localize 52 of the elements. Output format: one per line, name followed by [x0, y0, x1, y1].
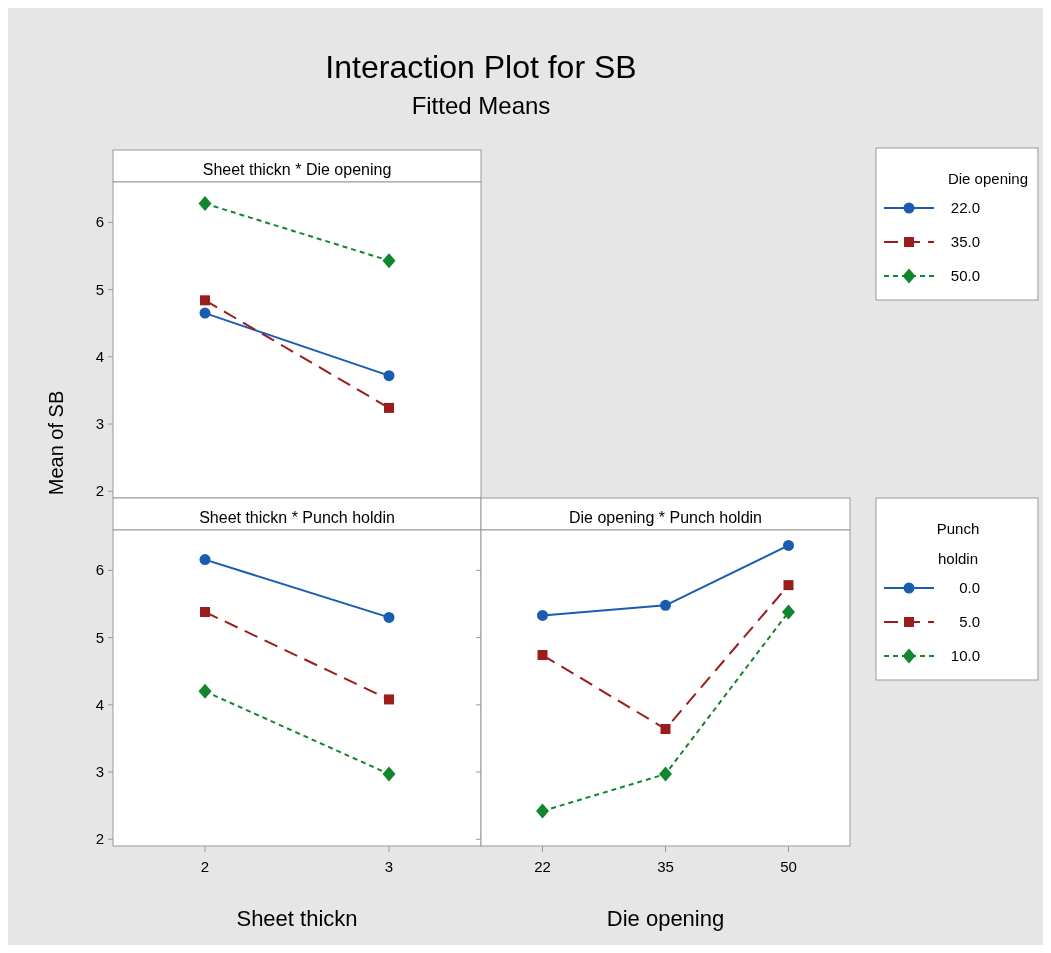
y-tick-label: 2 [95, 482, 104, 500]
legend-label: 35.0 [950, 233, 980, 250]
point [783, 580, 794, 591]
y-tick-label: 6 [95, 561, 104, 579]
chart-title: Sheet thickn * Die opening [202, 161, 392, 178]
point [660, 724, 671, 735]
y-tick-label: 4 [95, 695, 104, 713]
point [660, 599, 671, 611]
y-tick-label: 5 [95, 628, 104, 646]
y-tick-label: 3 [95, 415, 104, 433]
text: Fitted Means [411, 92, 551, 119]
point [537, 650, 548, 661]
chart-title: Sheet thickn * Punch holdin [199, 509, 395, 526]
point [384, 694, 394, 705]
y-tick-label: 4 [95, 347, 104, 365]
legend-label: 10.0 [950, 647, 980, 664]
point [198, 196, 212, 212]
point [537, 609, 548, 621]
x-tick-label: 3 [384, 858, 394, 875]
point [199, 554, 211, 566]
y-tick-label: 3 [95, 763, 104, 781]
legend-label: 22.0 [950, 199, 980, 216]
legend-title: Punch holdin [936, 520, 980, 567]
y-tick-label: 5 [95, 280, 104, 298]
legend-label: 0.0 [959, 579, 980, 596]
x-tick-label: 35 [657, 858, 674, 875]
x-axis-title: Die opening [606, 906, 725, 931]
x-axis-title: Sheet thickn [236, 906, 358, 931]
legend-title: Die opening [947, 170, 1028, 187]
text: Interaction Plot for SB [325, 49, 637, 85]
y-tick-label: 2 [95, 830, 104, 848]
point [384, 402, 394, 413]
y-tick-label: 6 [95, 213, 104, 231]
point [536, 803, 549, 819]
point [382, 766, 396, 782]
point [198, 683, 212, 699]
point [383, 611, 395, 623]
point [783, 539, 794, 551]
point [382, 253, 396, 269]
point [200, 295, 210, 306]
x-tick-label: 2 [200, 858, 210, 875]
point [659, 766, 672, 782]
chart-title: Die opening * Punch holdin [568, 509, 763, 526]
legend-label: 50.0 [950, 267, 980, 284]
point [383, 370, 395, 382]
y-axis-title: Mean of SB [45, 390, 67, 496]
x-tick-label: 50 [780, 858, 797, 875]
legend-label: 5.0 [959, 613, 980, 630]
point [200, 607, 210, 618]
x-tick-label: 22 [534, 858, 551, 875]
point [199, 307, 211, 319]
point [782, 604, 795, 620]
